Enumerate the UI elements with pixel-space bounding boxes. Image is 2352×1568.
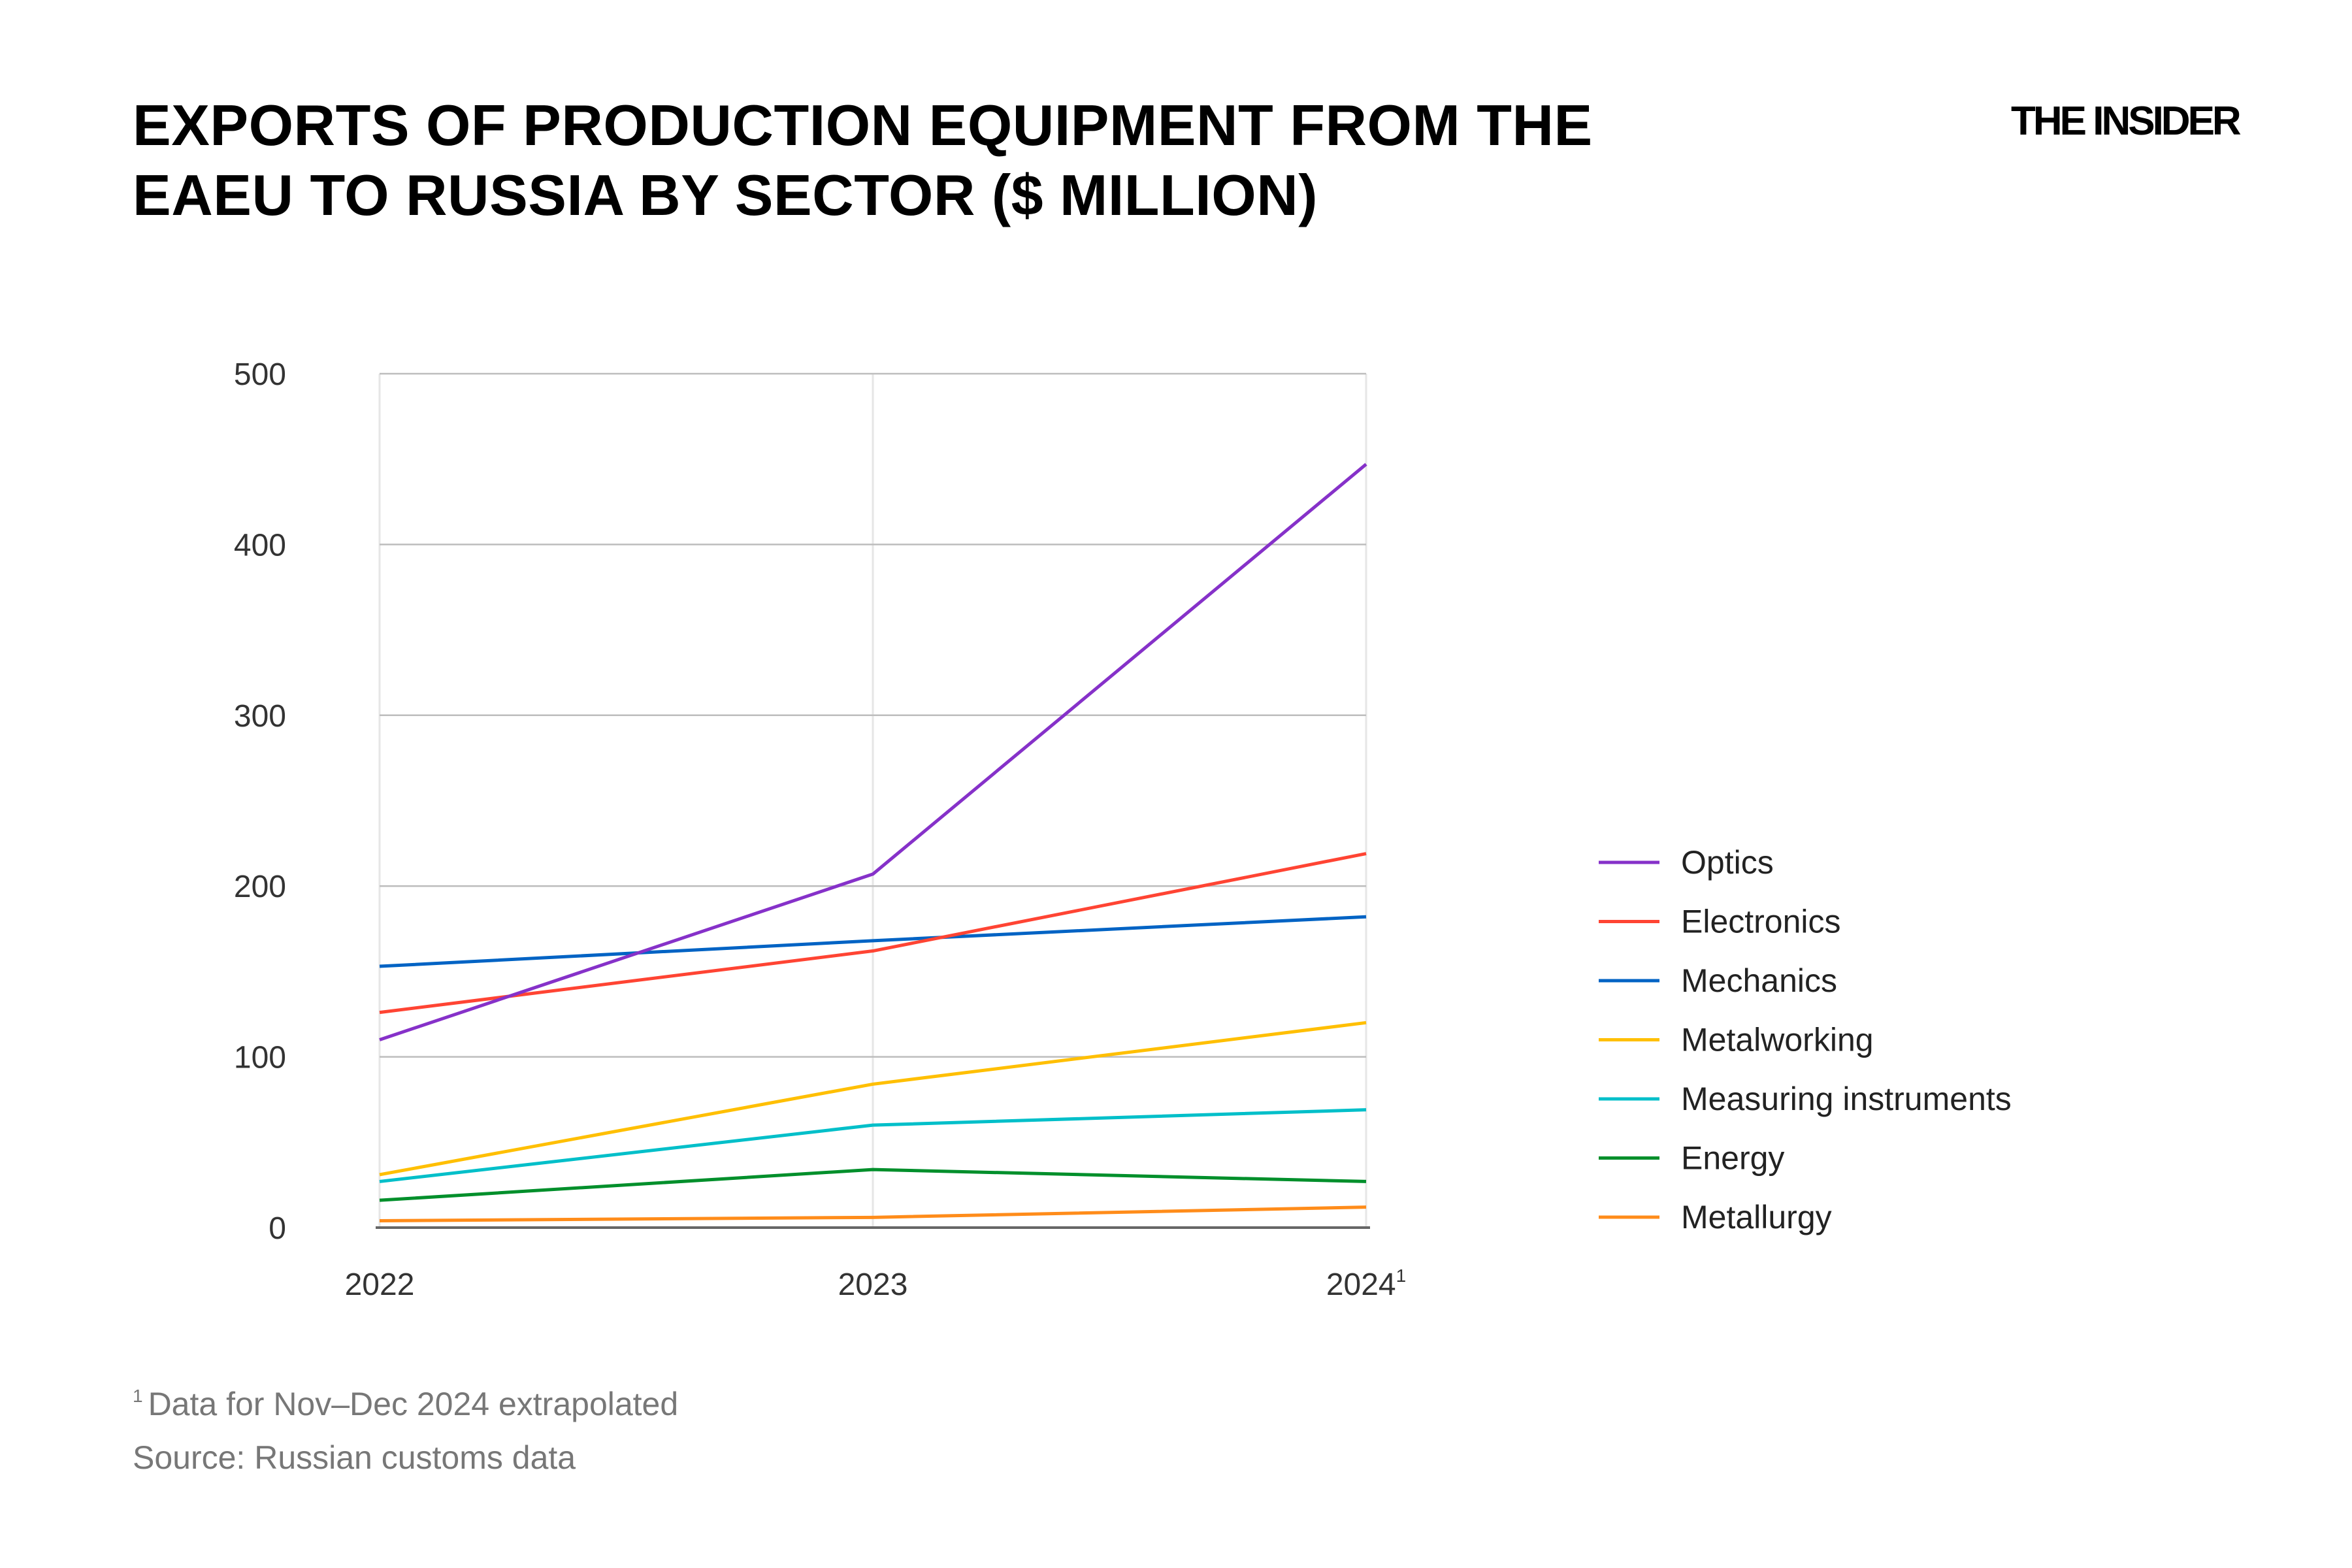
y-tick-label: 300	[234, 699, 286, 734]
x-tick-label: 2023	[838, 1267, 908, 1302]
source-note: Source: Russian customs data	[133, 1439, 576, 1476]
chart-title: EXPORTS OF PRODUCTION EQUIPMENT FROM THE…	[133, 93, 1593, 227]
y-tick-label: 500	[234, 357, 286, 392]
footnote-marker: 1	[133, 1386, 143, 1406]
series-line-metalworking	[379, 1021, 1367, 1177]
y-tick-label: 200	[234, 870, 286, 904]
series-line-energy	[379, 1168, 1367, 1202]
y-tick-label: 0	[269, 1211, 286, 1246]
y-tick-label: 100	[234, 1041, 286, 1075]
legend-label: Optics	[1681, 844, 1774, 881]
legend-label: Electronics	[1681, 904, 1841, 940]
legend-label: Energy	[1681, 1140, 1784, 1177]
footnote: 1 Data for Nov–Dec 2024 extrapolated	[133, 1385, 678, 1423]
series-line-metallurgy	[379, 1205, 1367, 1223]
x-tick-label: 20241	[1326, 1266, 1406, 1302]
legend-label: Mechanics	[1681, 962, 1837, 999]
series-line-mechanics	[379, 915, 1367, 968]
legend-label: Metallurgy	[1681, 1199, 1832, 1235]
the-insider-logo: THE INSIDER	[2011, 99, 2242, 144]
series-line-electronics	[379, 852, 1367, 1015]
x-tick-label: 2022	[345, 1267, 415, 1302]
series-line-measuring-instruments	[379, 1108, 1367, 1183]
y-tick-label: 400	[234, 528, 286, 563]
series-line-optics	[379, 463, 1367, 1041]
legend-label: Measuring instruments	[1681, 1081, 2012, 1117]
x-tick-superscript: 1	[1396, 1266, 1407, 1286]
legend-label: Metalworking	[1681, 1022, 1874, 1058]
footnote-text: Data for Nov–Dec 2024 extrapolated	[148, 1386, 679, 1422]
